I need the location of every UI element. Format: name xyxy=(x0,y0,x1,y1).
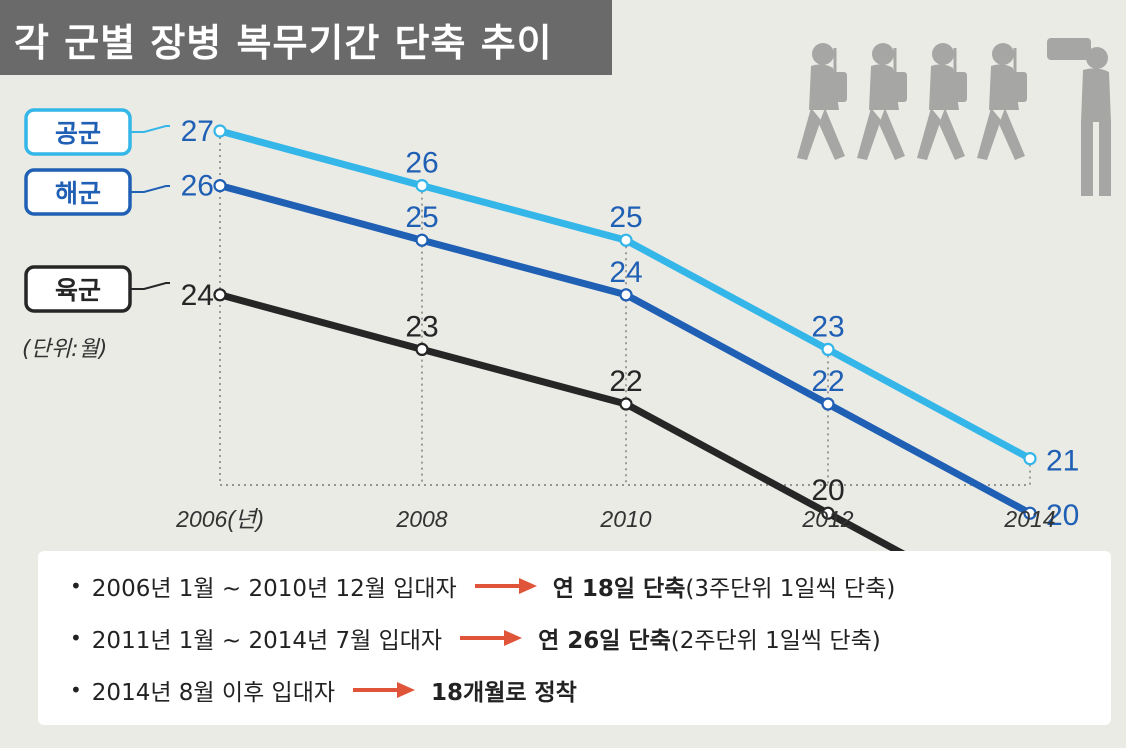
data-label-navy: 24 xyxy=(609,256,642,289)
bullet-icon: • xyxy=(70,574,82,598)
legend-connector xyxy=(130,185,170,193)
data-point-army xyxy=(213,288,227,302)
data-point-navy xyxy=(213,179,227,193)
note-result-bold: 연 26일 단축 xyxy=(538,628,671,654)
data-label-army: 20 xyxy=(811,474,844,507)
data-point-air-force xyxy=(415,179,429,193)
data-point-army xyxy=(619,397,633,411)
note-result-detail: (2주단위 1일씩 단축) xyxy=(670,628,881,654)
data-label-navy: 25 xyxy=(405,201,438,234)
data-point-navy xyxy=(415,233,429,247)
data-label-air-force: 23 xyxy=(811,310,844,343)
x-tick-label: 2006(년) xyxy=(175,506,264,532)
arrow-right-icon xyxy=(474,578,537,594)
data-label-army: 24 xyxy=(181,279,214,312)
note-period: 2014년 8월 이후 입대자 xyxy=(91,680,336,706)
note-period: 2006년 1월 ~ 2010년 12월 입대자 xyxy=(91,576,457,602)
title-banner: 각 군별 장병 복무기간 단축 추이 xyxy=(0,0,612,75)
arrow-right-icon xyxy=(353,682,416,698)
note-result-detail: (3주단위 1일씩 단축) xyxy=(685,576,896,602)
legend-label-air-force: 공군 xyxy=(55,119,101,148)
soldiers-illustration-icon xyxy=(797,38,1111,196)
data-label-air-force: 25 xyxy=(609,201,642,234)
data-label-air-force: 26 xyxy=(405,147,438,180)
data-point-navy xyxy=(1023,506,1037,520)
note-result-bold: 18개월로 정착 xyxy=(431,680,577,706)
legend-connector xyxy=(130,282,170,290)
bullet-icon: • xyxy=(70,678,82,702)
legend-label-army: 육군 xyxy=(55,276,101,305)
bullet-icon: • xyxy=(70,626,82,650)
legend-connector xyxy=(130,125,170,133)
data-point-air-force xyxy=(213,124,227,138)
note-row-3: • 2014년 8월 이후 입대자 18개월로 정착 xyxy=(70,673,577,707)
x-tick-label: 2010 xyxy=(599,506,651,532)
data-point-navy xyxy=(821,397,835,411)
data-label-air-force: 27 xyxy=(181,115,214,148)
data-point-air-force xyxy=(821,342,835,356)
arrow-right-icon xyxy=(460,630,523,646)
note-row-2: • 2011년 1월 ~ 2014년 7월 입대자 연 26일 단축(2주단위 … xyxy=(70,621,881,655)
note-result-bold: 연 18일 단축 xyxy=(552,576,686,602)
data-point-air-force xyxy=(619,233,633,247)
data-label-air-force: 21 xyxy=(1046,445,1079,478)
data-point-air-force xyxy=(1023,452,1037,466)
data-label-army: 22 xyxy=(609,365,642,398)
data-label-navy: 26 xyxy=(181,170,214,203)
x-tick-label: 2008 xyxy=(395,506,447,532)
data-point-army xyxy=(821,506,835,520)
data-label-army: 23 xyxy=(405,310,438,343)
x-tick-label: 2012 xyxy=(801,506,853,532)
legend-label-navy: 해군 xyxy=(55,179,101,208)
notes-panel: • 2006년 1월 ~ 2010년 12월 입대자 연 18일 단축(3주단위… xyxy=(38,551,1111,725)
data-label-navy: 22 xyxy=(811,365,844,398)
data-point-navy xyxy=(619,288,633,302)
unit-label: (단위:월) xyxy=(22,337,107,362)
x-tick-label: 2014 xyxy=(1003,506,1055,532)
data-label-navy: 20 xyxy=(1046,499,1079,532)
note-period: 2011년 1월 ~ 2014년 7월 입대자 xyxy=(91,628,443,654)
chart-title: 각 군별 장병 복무기간 단축 추이 xyxy=(14,21,553,65)
note-row-1: • 2006년 1월 ~ 2010년 12월 입대자 연 18일 단축(3주단위… xyxy=(70,569,895,603)
data-point-army xyxy=(415,342,429,356)
